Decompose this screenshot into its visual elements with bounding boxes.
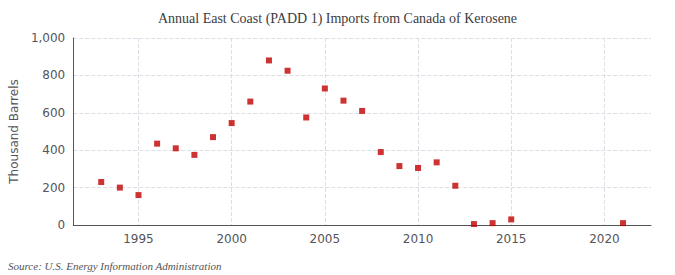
svg-text:2000: 2000: [216, 232, 247, 246]
svg-text:2015: 2015: [496, 232, 527, 246]
svg-text:400: 400: [42, 143, 65, 157]
svg-text:600: 600: [42, 106, 65, 120]
svg-text:1995: 1995: [123, 232, 154, 246]
svg-text:200: 200: [42, 181, 65, 195]
svg-text:Annual East Coast (PADD 1) Imp: Annual East Coast (PADD 1) Imports from …: [158, 11, 517, 27]
svg-text:1,000: 1,000: [31, 31, 65, 45]
svg-text:2010: 2010: [403, 232, 434, 246]
svg-text:2020: 2020: [589, 232, 620, 246]
svg-text:800: 800: [42, 68, 65, 82]
svg-text:Source: U.S. Energy Informatio: Source: U.S. Energy Information Administ…: [8, 260, 222, 272]
svg-text:0: 0: [58, 218, 66, 232]
svg-text:2005: 2005: [310, 232, 341, 246]
svg-text:Thousand Barrels: Thousand Barrels: [7, 79, 21, 184]
